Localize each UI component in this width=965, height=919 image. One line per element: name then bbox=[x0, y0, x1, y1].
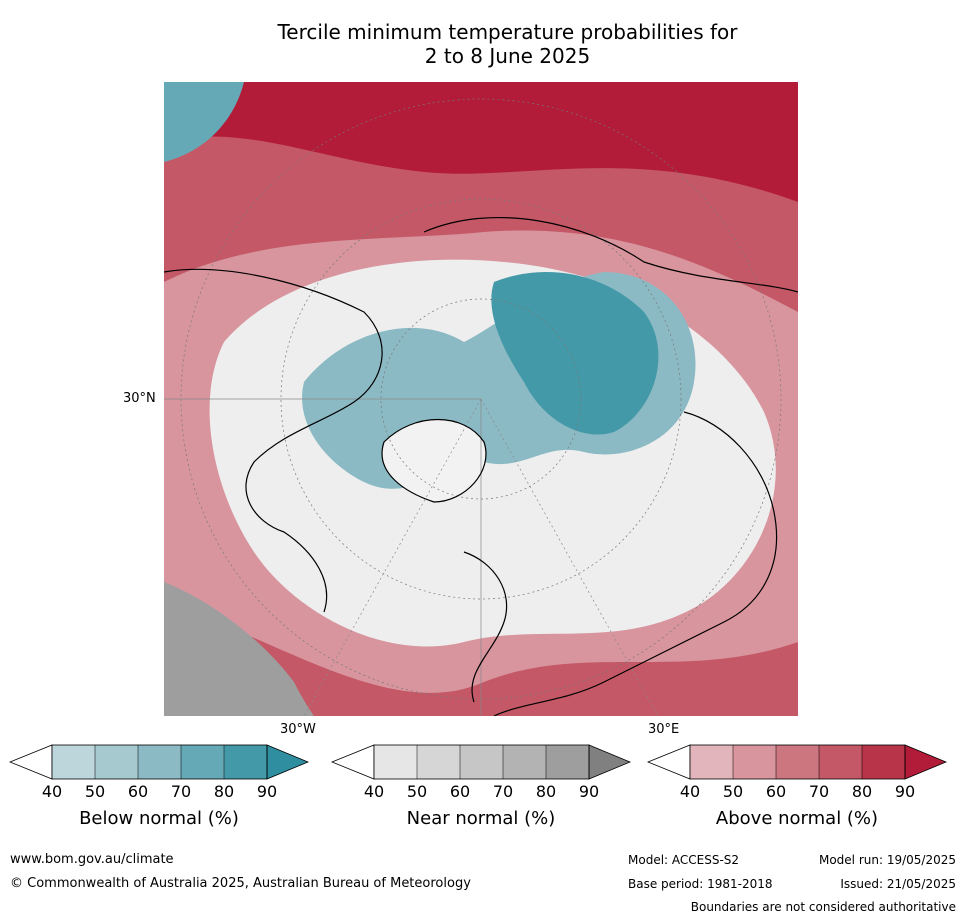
colorbar-near-bin-4 bbox=[503, 745, 546, 779]
coastline-europe bbox=[463, 551, 508, 703]
tick: 60 bbox=[127, 782, 149, 801]
tick: 60 bbox=[765, 782, 787, 801]
tick: 60 bbox=[449, 782, 471, 801]
tick: 80 bbox=[851, 782, 873, 801]
colorbar-near-bin-3 bbox=[460, 745, 503, 779]
model-run-text: Model run: 19/05/2025 bbox=[818, 853, 956, 867]
colorbar-near-bin-1 bbox=[374, 745, 417, 779]
lon-label-30w: 30°W bbox=[280, 722, 316, 737]
colorbar-above-frame bbox=[689, 744, 906, 780]
colorbar-below-bin-2 bbox=[95, 745, 138, 779]
coastline-greenland bbox=[381, 418, 487, 503]
tick: 70 bbox=[808, 782, 830, 801]
tick: 80 bbox=[213, 782, 235, 801]
colorbar-below-bin-4 bbox=[181, 745, 224, 779]
colorbar-near bbox=[331, 744, 631, 780]
colorbar-near-bin-2 bbox=[417, 745, 460, 779]
colorbar-below-extend-high bbox=[266, 744, 309, 780]
tick: 90 bbox=[894, 782, 916, 801]
lon-label-30e: 30°E bbox=[648, 722, 680, 737]
model-text: Model: ACCESS-S2 bbox=[628, 853, 740, 867]
below-normal-core-region bbox=[491, 272, 659, 435]
tick: 70 bbox=[492, 782, 514, 801]
colorbar-below bbox=[9, 744, 309, 780]
tick: 50 bbox=[722, 782, 744, 801]
colorbar-above-extend-high bbox=[904, 744, 947, 780]
lat-label-30n: 30°N bbox=[123, 391, 156, 406]
disclaimer-text: Boundaries are not considered authoritat… bbox=[690, 900, 956, 914]
graticule-meridian-3 bbox=[303, 398, 482, 716]
colorbar-near-extend-low bbox=[331, 744, 375, 780]
colorbar-above-extend-low bbox=[647, 744, 691, 780]
colorbar-above-ticks: 40 50 60 70 80 90 bbox=[647, 782, 947, 802]
polar-map bbox=[164, 82, 798, 716]
near-normal-region bbox=[164, 582, 314, 716]
colorbar-near-ticks: 40 50 60 70 80 90 bbox=[331, 782, 631, 802]
colorbar-above-bin-1 bbox=[690, 745, 733, 779]
colorbar-near-extend-high bbox=[588, 744, 631, 780]
colorbar-below-ticks: 40 50 60 70 80 90 bbox=[9, 782, 309, 802]
base-period-text: Base period: 1981-2018 bbox=[628, 877, 773, 891]
copyright-text: © Commonwealth of Australia 2025, Austra… bbox=[10, 876, 471, 891]
colorbar-above bbox=[647, 744, 947, 780]
tick: 80 bbox=[535, 782, 557, 801]
tick: 70 bbox=[170, 782, 192, 801]
colorbar-above-bin-4 bbox=[819, 745, 862, 779]
colorbar-above-bin-2 bbox=[733, 745, 776, 779]
tick: 50 bbox=[406, 782, 428, 801]
tick: 40 bbox=[679, 782, 701, 801]
coastline-north-america bbox=[164, 268, 383, 613]
tick: 50 bbox=[84, 782, 106, 801]
graticule-circle-mid bbox=[280, 198, 682, 600]
colorbar-below-bin-5 bbox=[224, 745, 267, 779]
website-link[interactable]: www.bom.gov.au/climate bbox=[10, 852, 174, 867]
title-line-1: Tercile minimum temperature probabilitie… bbox=[277, 20, 738, 44]
tick: 90 bbox=[256, 782, 278, 801]
colorbar-below-bin-1 bbox=[52, 745, 95, 779]
tick: 40 bbox=[363, 782, 385, 801]
below-normal-nw-region bbox=[164, 82, 244, 162]
colorbar-above-bin-5 bbox=[862, 745, 905, 779]
colorbar-above-bin-3 bbox=[776, 745, 819, 779]
greenland-region bbox=[382, 419, 486, 502]
coastline-eurasia bbox=[423, 217, 798, 716]
tick: 90 bbox=[578, 782, 600, 801]
colorbar-near-label: Near normal (%) bbox=[406, 808, 556, 829]
tick: 40 bbox=[41, 782, 63, 801]
map-title: Tercile minimum temperature probabilitie… bbox=[0, 20, 965, 68]
colorbar-above-label: Above normal (%) bbox=[715, 808, 879, 829]
colorbar-near-frame bbox=[373, 744, 590, 780]
colorbar-below-frame bbox=[51, 744, 268, 780]
colorbar-near-bin-5 bbox=[546, 745, 589, 779]
graticule-meridian-4 bbox=[480, 398, 659, 716]
title-line-2: 2 to 8 June 2025 bbox=[424, 44, 591, 68]
colorbar-below-extend-low bbox=[9, 744, 53, 780]
colorbar-below-label: Below normal (%) bbox=[79, 808, 239, 829]
colorbar-below-bin-3 bbox=[138, 745, 181, 779]
issued-text: Issued: 21/05/2025 bbox=[840, 877, 956, 891]
